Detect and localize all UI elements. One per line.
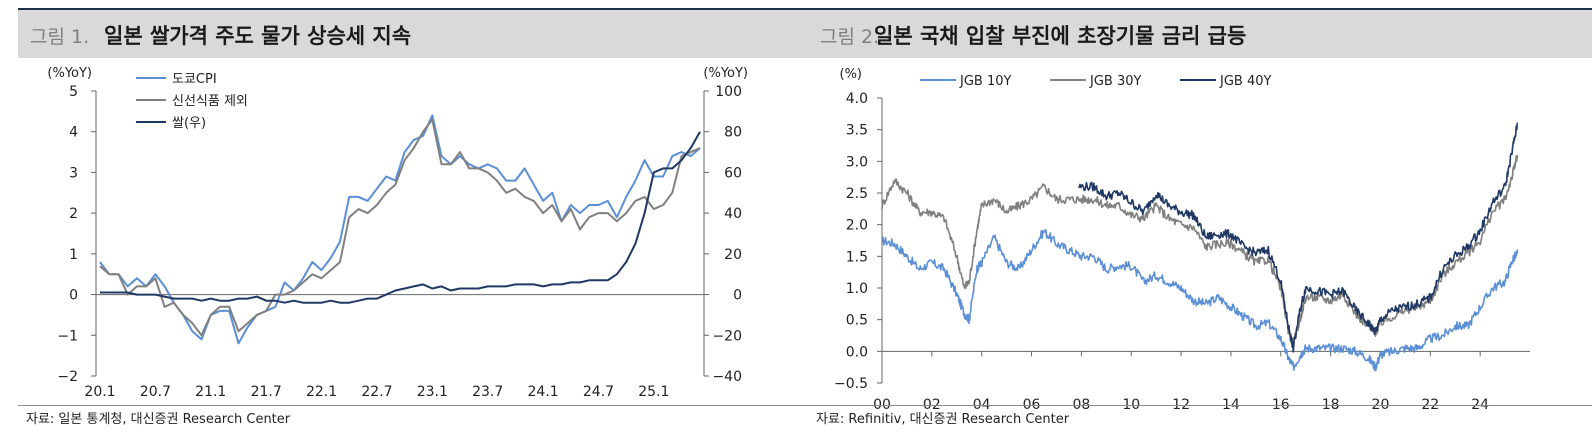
x-tick-label: 20.1 bbox=[84, 384, 115, 400]
y-tick-label: 1 bbox=[69, 247, 78, 263]
y-tick-label: 3.5 bbox=[846, 123, 868, 139]
y-tick-label: −0.5 bbox=[834, 376, 868, 392]
y2-tick-label: −20 bbox=[712, 328, 742, 344]
footer-divider bbox=[18, 405, 808, 406]
series-line-1 bbox=[99, 114, 701, 345]
figure-header: 그림 2. 일본 국채 입찰 부진에 초장기물 금리 급등 bbox=[808, 8, 1592, 58]
source-note: 자료: 일본 통계청, 대신증권 Research Center bbox=[26, 412, 291, 427]
jgb-yield-line-chart: −0.50.00.51.01.52.02.53.03.54.000 02 04 06 0… bbox=[834, 67, 1530, 413]
figure-number: 그림 2. bbox=[820, 26, 880, 48]
y-tick-label: 3 bbox=[69, 165, 78, 181]
figure-title: 일본 국채 입찰 부진에 초장기물 금리 급등 bbox=[874, 24, 1247, 48]
figure-panel-2: 그림 2. 일본 국채 입찰 부진에 초장기물 금리 급등 −0.5 0.0 0.5… bbox=[808, 8, 1592, 438]
y-tick-label: 4 bbox=[69, 125, 78, 141]
x-tick-label: 24.7 bbox=[583, 384, 614, 400]
legend-label: 쌀(우) bbox=[172, 116, 206, 131]
series-line-3 bbox=[100, 131, 701, 304]
legend-label: JGB 30Y bbox=[1089, 74, 1142, 89]
x-tick-label: 21.1 bbox=[195, 384, 226, 400]
legend-label: 도쿄CPI bbox=[172, 72, 217, 87]
y-tick-label: 5 bbox=[69, 84, 78, 100]
y2-tick-label: 80 bbox=[724, 125, 742, 141]
series-line-2 bbox=[99, 118, 701, 337]
x-tick-label: 22.1 bbox=[306, 384, 337, 400]
x-tick-label: 24.1 bbox=[527, 384, 558, 400]
y2-tick-label: 20 bbox=[724, 247, 742, 263]
y-tick-label: 2.5 bbox=[846, 186, 868, 202]
series-line-2 bbox=[881, 154, 1519, 348]
x-tick-label: 23.1 bbox=[417, 384, 448, 400]
y2-tick-label: 60 bbox=[724, 165, 742, 181]
x-tick-label: 20.7 bbox=[140, 384, 171, 400]
y-tick-label: 3.0 bbox=[846, 154, 868, 170]
left-axis-unit: (%YoY) bbox=[47, 66, 92, 81]
y-tick-label: 2 bbox=[69, 206, 78, 222]
cpi-rice-line-chart: −2 −1 0 1 2 3 4 5 −40 −20 0 20 40 60 80 100 20.1 20.7 21.1… bbox=[47, 66, 748, 400]
x-tick-label: 25.1 bbox=[638, 384, 669, 400]
legend-label: 신선식품 제외 bbox=[172, 94, 248, 109]
left-axis-unit: (%) bbox=[840, 67, 863, 82]
y2-tick-label: 40 bbox=[724, 206, 742, 222]
figure-header: 그림 1. 일본 쌀가격 주도 물가 상승세 지속 bbox=[18, 8, 808, 58]
y-tick-label: 1.0 bbox=[846, 281, 868, 297]
y-tick-label: −2 bbox=[57, 369, 78, 385]
x-tick-label: 23.7 bbox=[472, 384, 503, 400]
y-tick-label: −1 bbox=[57, 328, 78, 344]
figure-title: 일본 쌀가격 주도 물가 상승세 지속 bbox=[104, 24, 412, 48]
y-tick-label: 4.0 bbox=[846, 91, 868, 107]
y2-tick-label: 0 bbox=[733, 288, 742, 304]
series-line-1 bbox=[882, 228, 1519, 372]
figure-panel-1: 그림 1. 일본 쌀가격 주도 물가 상승세 지속 −2 −1 0 1 2 3 4 5 −40−… bbox=[18, 8, 808, 438]
y-tick-label: 0.5 bbox=[846, 313, 868, 329]
footer-divider bbox=[808, 405, 1592, 406]
right-axis-unit: (%YoY) bbox=[703, 66, 748, 81]
legend-label: JGB 10Y bbox=[959, 74, 1012, 89]
figure-number: 그림 1. bbox=[30, 26, 90, 48]
x-tick-label: 22.7 bbox=[361, 384, 392, 400]
y-tick-label: 2.0 bbox=[846, 218, 868, 234]
y-tick-label: 0.0 bbox=[846, 344, 868, 360]
y-tick-label: 0 bbox=[69, 288, 78, 304]
legend-label: JGB 40Y bbox=[1219, 74, 1272, 89]
series-line-3 bbox=[1078, 122, 1519, 353]
source-note: 자료: Refinitiv, 대신증권 Research Center bbox=[816, 412, 1070, 427]
x-tick-label: 21.7 bbox=[251, 384, 282, 400]
y2-tick-label: −40 bbox=[712, 369, 742, 385]
y2-tick-label: 100 bbox=[715, 84, 742, 100]
y-tick-label: 1.5 bbox=[846, 249, 868, 265]
